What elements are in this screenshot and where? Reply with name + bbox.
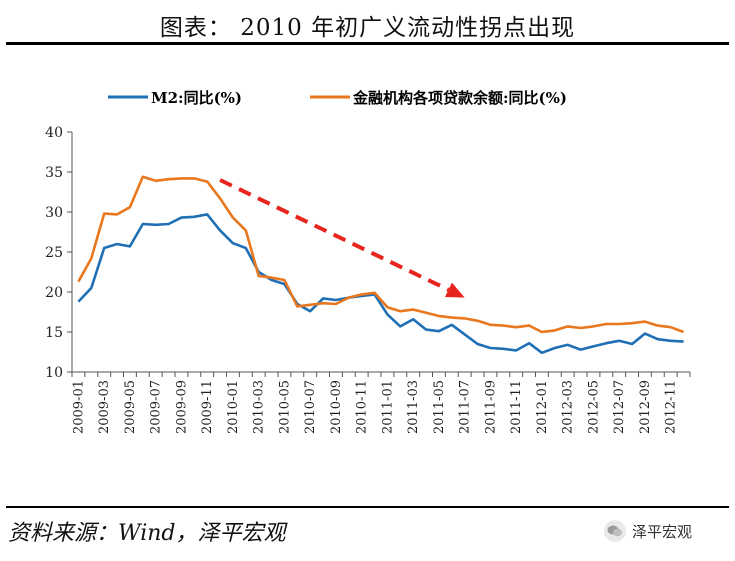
x-tick-label: 2011-09 bbox=[483, 380, 498, 434]
source-note: 资料来源：Wind，泽平宏观 bbox=[8, 521, 286, 546]
x-tick-label: 2011-07 bbox=[458, 380, 473, 434]
trend-arrow-head bbox=[444, 282, 465, 298]
trend-arrow bbox=[219, 178, 465, 298]
y-tick-label: 15 bbox=[45, 325, 63, 341]
legend-label-loan: 金融机构各项贷款余额:同比(%) bbox=[352, 89, 567, 107]
x-axis: 2009-01 2009-03 2009-05 2009-07 2009-09 2009-… bbox=[71, 371, 691, 434]
page-title: 图表： 2010 年初广义流动性拐点出现 bbox=[159, 15, 576, 41]
x-tick-label: 2012-09 bbox=[638, 380, 653, 434]
x-tick-label: 2009-03 bbox=[97, 380, 112, 434]
series-line-m2 bbox=[77, 213, 684, 355]
x-tick-label: 2009-11 bbox=[200, 380, 215, 434]
x-tick-label: 2011-03 bbox=[406, 380, 421, 434]
line-chart: M2:同比(%) 金融机构各项贷款余额:同比(%) 10 15 20 25 30 35 40… bbox=[45, 89, 691, 434]
x-tick-label: 2011-11 bbox=[509, 380, 524, 434]
x-tick-label: 2010-05 bbox=[277, 380, 292, 434]
legend-label-m2: M2:同比(%) bbox=[151, 89, 242, 107]
x-tick-label: 2009-01 bbox=[71, 380, 86, 434]
x-tick-label: 2009-07 bbox=[149, 380, 164, 434]
x-tick-label: 2012-07 bbox=[612, 380, 627, 434]
y-tick-label: 10 bbox=[45, 365, 63, 381]
x-tick-label: 2012-05 bbox=[586, 380, 601, 434]
trend-arrow-shaft bbox=[219, 178, 450, 292]
y-tick-label: 40 bbox=[45, 125, 63, 141]
x-tick-label: 2010-03 bbox=[252, 380, 267, 434]
title-divider bbox=[6, 42, 729, 45]
x-tick-label: 2011-01 bbox=[380, 380, 395, 434]
series-line-loan bbox=[77, 175, 685, 334]
x-tick-label: 2010-01 bbox=[226, 380, 241, 434]
x-tick-label: 2009-05 bbox=[123, 380, 138, 434]
x-tick-label: 2009-09 bbox=[174, 380, 189, 434]
x-tick-label: 2010-07 bbox=[303, 380, 318, 434]
x-tick-label: 2012-03 bbox=[561, 380, 576, 434]
y-tick-label: 30 bbox=[45, 205, 63, 221]
x-tick-label: 2012-01 bbox=[535, 380, 550, 434]
wechat-icon bbox=[604, 520, 626, 542]
watermark-text: 泽平宏观 bbox=[632, 522, 693, 541]
legend: M2:同比(%) 金融机构各项贷款余额:同比(%) bbox=[108, 89, 567, 107]
watermark: 泽平宏观 bbox=[604, 520, 692, 542]
y-axis: 10 15 20 25 30 35 40 bbox=[45, 125, 73, 381]
y-tick-label: 25 bbox=[45, 245, 63, 261]
y-tick-label: 20 bbox=[45, 285, 63, 301]
plot-series bbox=[77, 175, 685, 355]
x-tick-label: 2011-05 bbox=[432, 380, 447, 434]
x-tick-label: 2010-09 bbox=[329, 380, 344, 434]
x-tick-label: 2012-11 bbox=[664, 380, 679, 434]
y-tick-label: 35 bbox=[45, 165, 63, 181]
x-tick-label: 2010-11 bbox=[355, 380, 370, 434]
footer-divider bbox=[6, 506, 729, 508]
